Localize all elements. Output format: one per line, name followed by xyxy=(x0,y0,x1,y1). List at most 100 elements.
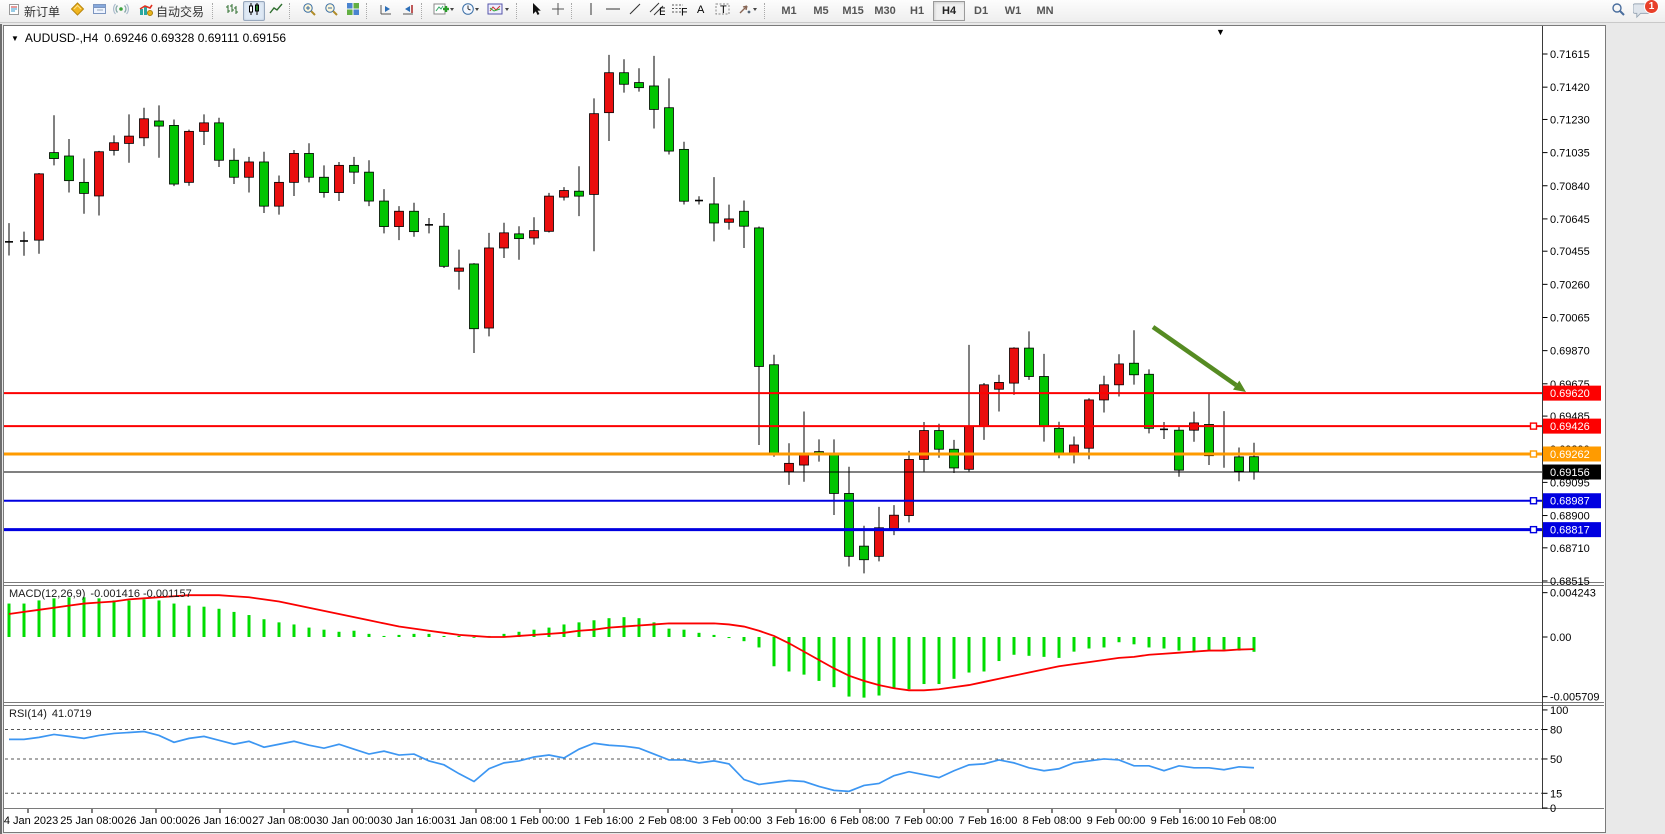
svg-text:7 Feb 16:00: 7 Feb 16:00 xyxy=(959,815,1018,827)
auto-trading-label: 自动交易 xyxy=(156,4,205,19)
arrows-dropdown-button[interactable] xyxy=(734,1,762,21)
chart-canvas[interactable]: 0.71615 0.71420 0.71230 0.71035 0.70840 0.706… xyxy=(0,26,1604,830)
vertical-line-tool-button[interactable] xyxy=(580,1,602,21)
new-order-button[interactable]: 新订单 xyxy=(2,1,66,21)
svg-text:26 Jan 00:00: 26 Jan 00:00 xyxy=(124,815,188,827)
periods-dropdown-button[interactable] xyxy=(458,1,484,21)
auto-trading-button[interactable]: 自动交易 xyxy=(132,1,210,21)
toolbar-separator xyxy=(289,3,296,19)
text-label-tool-button[interactable]: T xyxy=(712,1,734,21)
macd-label: MACD(12,26,9) xyxy=(9,588,86,600)
svg-text:0.68710: 0.68710 xyxy=(1550,543,1590,555)
svg-text:2 Feb 08:00: 2 Feb 08:00 xyxy=(639,815,698,827)
svg-text:0.69156: 0.69156 xyxy=(1550,467,1590,479)
timeframe-m30-button[interactable]: M30 xyxy=(874,5,896,17)
horizontal-line-tool-button[interactable] xyxy=(602,1,624,21)
chart-window: ▼ AUDUSD-,H4 0.69246 0.69328 0.69111 0.6… xyxy=(0,25,1606,833)
macd-indicator-header: MACD(12,26,9) -0.001416 -0.001157 xyxy=(9,588,192,600)
panel-splitter-rsi[interactable] xyxy=(4,701,1604,706)
candlestick-mode-button[interactable] xyxy=(243,1,266,21)
channel-tool-button[interactable]: E xyxy=(646,1,668,21)
timeframe-m5-button[interactable]: M5 xyxy=(813,5,829,17)
window-left-edge xyxy=(0,24,2,834)
chart-ohlc-label: 0.69246 0.69328 0.69111 0.69156 xyxy=(104,31,286,45)
line-chart-mode-button[interactable] xyxy=(265,1,287,21)
market-watch-button[interactable] xyxy=(66,1,88,21)
trendline-tool-button[interactable] xyxy=(624,1,646,21)
zoom-in-button[interactable] xyxy=(298,1,320,21)
chart-shift-icon xyxy=(379,2,393,21)
one-click-collapse-triangle[interactable]: ▼ xyxy=(1216,27,1225,37)
svg-text:A: A xyxy=(697,4,705,16)
templates-dropdown-button[interactable] xyxy=(484,1,514,21)
svg-text:1 Feb 16:00: 1 Feb 16:00 xyxy=(575,815,634,827)
chart-shift-button[interactable] xyxy=(375,1,397,21)
new-chart-icon xyxy=(433,2,455,21)
svg-text:9 Feb 16:00: 9 Feb 16:00 xyxy=(1151,815,1210,827)
toolbar-separator xyxy=(421,3,428,19)
new-chart-dropdown-button[interactable] xyxy=(430,1,458,21)
notifications-button[interactable]: 1 xyxy=(1632,0,1659,21)
zoom-out-button[interactable] xyxy=(320,1,342,21)
svg-text:27 Jan 08:00: 27 Jan 08:00 xyxy=(252,815,316,827)
data-window-button[interactable] xyxy=(88,1,110,21)
timeframe-mn-button[interactable]: MN xyxy=(1036,5,1054,17)
chart-symbol-header: ▼ AUDUSD-,H4 0.69246 0.69328 0.69111 0.6… xyxy=(11,31,286,45)
panel-splitter-macd[interactable] xyxy=(4,581,1604,586)
signal-icon xyxy=(113,2,129,21)
timeframe-d1-button[interactable]: D1 xyxy=(974,5,989,17)
search-button[interactable] xyxy=(1607,1,1629,21)
svg-text:80: 80 xyxy=(1550,725,1562,737)
svg-text:9 Feb 00:00: 9 Feb 00:00 xyxy=(1087,815,1146,827)
signals-button[interactable] xyxy=(110,1,132,21)
cursor-tool-button[interactable] xyxy=(525,1,547,21)
svg-text:0.69870: 0.69870 xyxy=(1550,346,1590,358)
rsi-label: RSI(14) xyxy=(9,708,47,720)
chevron-down-icon[interactable]: ▼ xyxy=(11,33,19,43)
svg-text:25 Jan 08:00: 25 Jan 08:00 xyxy=(60,815,124,827)
candlestick-icon xyxy=(247,2,261,21)
new-order-label: 新订单 xyxy=(24,4,61,19)
svg-text:0.69262: 0.69262 xyxy=(1550,449,1590,461)
auto-trading-icon xyxy=(138,3,154,20)
bar-chart-mode-button[interactable] xyxy=(221,1,243,21)
svg-text:0.71230: 0.71230 xyxy=(1550,114,1590,126)
fibonacci-tool-button[interactable]: F xyxy=(668,1,690,21)
svg-text:F: F xyxy=(681,6,687,16)
tile-windows-icon xyxy=(346,2,360,21)
svg-text:1 Feb 00:00: 1 Feb 00:00 xyxy=(511,815,570,827)
text-tool-button[interactable]: A xyxy=(690,1,712,21)
svg-text:0.68515: 0.68515 xyxy=(1550,576,1590,588)
timeframe-w1-button[interactable]: W1 xyxy=(1004,5,1022,17)
svg-text:100: 100 xyxy=(1550,705,1568,717)
equidistant-channel-icon: E xyxy=(649,2,666,21)
svg-text:0.71420: 0.71420 xyxy=(1550,82,1590,94)
svg-text:7 Feb 00:00: 7 Feb 00:00 xyxy=(895,815,954,827)
toolbar-separator xyxy=(571,3,578,19)
horizontal-line-icon xyxy=(605,2,621,21)
chart-svg[interactable]: 0.71615 0.71420 0.71230 0.71035 0.70840 0.706… xyxy=(0,26,1604,830)
template-icon xyxy=(487,2,511,21)
bar-chart-icon xyxy=(225,2,239,21)
crosshair-tool-button[interactable] xyxy=(547,1,569,21)
svg-text:T: T xyxy=(720,4,727,16)
svg-text:3 Feb 16:00: 3 Feb 16:00 xyxy=(767,815,826,827)
svg-text:0.68987: 0.68987 xyxy=(1550,496,1590,508)
timeframe-m1-button[interactable]: M1 xyxy=(781,5,797,17)
svg-text:0.70840: 0.70840 xyxy=(1550,181,1590,193)
toolbar-separator xyxy=(764,3,771,19)
tile-windows-button[interactable] xyxy=(342,1,364,21)
svg-text:15: 15 xyxy=(1550,788,1562,800)
timeframe-m15-button[interactable]: M15 xyxy=(842,5,864,17)
svg-text:0.69095: 0.69095 xyxy=(1550,477,1590,489)
svg-text:0.71615: 0.71615 xyxy=(1550,49,1590,61)
timeframe-h4-button[interactable]: H4 xyxy=(933,1,966,21)
auto-scroll-button[interactable] xyxy=(397,1,419,21)
timeframe-h1-button[interactable]: H1 xyxy=(910,5,925,17)
rsi-value: 41.0719 xyxy=(51,708,92,720)
svg-text:0.68817: 0.68817 xyxy=(1550,525,1590,537)
fibonacci-icon: F xyxy=(671,2,688,21)
svg-text:0.68900: 0.68900 xyxy=(1550,511,1590,523)
svg-text:0.70260: 0.70260 xyxy=(1550,279,1590,291)
